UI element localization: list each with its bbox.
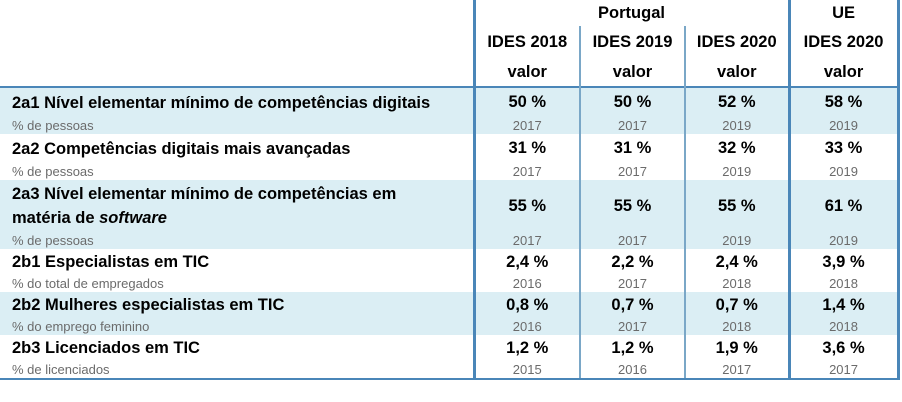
row-year: 2019: [787, 163, 900, 180]
row-year: 2016: [579, 361, 685, 380]
table-row-sub: % do emprego feminino 2016 2017 2018 201…: [0, 318, 900, 335]
row-year: 2019: [683, 117, 790, 134]
table-row-sub: % de pessoas 2017 2017 2019 2019: [0, 117, 900, 134]
row-year: 2018: [683, 275, 790, 292]
row-value: 31 %: [472, 134, 580, 163]
header-col-4: IDES 2020: [787, 26, 900, 58]
row-label: 2a3 Nível elementar mínimo de competênci…: [0, 180, 474, 232]
row-label: 2a2 Competências digitais mais avançadas: [12, 139, 351, 158]
header-ue: UE: [787, 0, 900, 26]
row-label-line2-text: matéria de: [12, 209, 100, 227]
row-year: 2015: [472, 361, 580, 380]
row-value: 2,4 %: [472, 249, 580, 275]
row-value: 50 %: [472, 86, 580, 117]
row-label: 2b3 Licenciados em TIC: [12, 339, 200, 357]
row-value: 55 %: [579, 180, 685, 232]
row-year: 2017: [683, 361, 790, 380]
header-row-edition: IDES 2018 IDES 2019 IDES 2020 IDES 2020: [0, 26, 900, 58]
row-unit: % do total de empregados: [12, 276, 164, 291]
row-label-line2: matéria de software: [12, 206, 473, 230]
header-valor-2: valor: [579, 58, 685, 87]
row-year: 2016: [472, 318, 580, 335]
row-year: 2018: [787, 318, 900, 335]
row-label: 2a1 Nível elementar mínimo de competênci…: [0, 86, 474, 117]
row-value: 3,9 %: [787, 249, 900, 275]
row-unit: % de pessoas: [0, 117, 474, 134]
row-year: 2017: [472, 232, 580, 249]
table-row-sub: % de licenciados 2015 2016 2017 2017: [0, 361, 900, 380]
table-row: 2a1 Nível elementar mínimo de competênci…: [0, 86, 900, 117]
row-year: 2019: [683, 163, 790, 180]
row-year: 2017: [579, 163, 685, 180]
table-row: 2a3 Nível elementar mínimo de competênci…: [0, 180, 900, 232]
header-row-valor: valor valor valor valor: [0, 58, 900, 87]
header-portugal: Portugal: [472, 0, 790, 26]
table-row: 2b1 Especialistas em TIC 2,4 % 2,2 % 2,4…: [0, 249, 900, 275]
row-value: 2,2 %: [579, 249, 685, 275]
table-row-sub: % do total de empregados 2016 2017 2018 …: [0, 275, 900, 292]
table-row: 2b3 Licenciados em TIC 1,2 % 1,2 % 1,9 %…: [0, 335, 900, 361]
indicator-table: Portugal UE IDES 2018 IDES 2019 IDES 202…: [0, 0, 900, 380]
row-value: 55 %: [472, 180, 580, 232]
header-col-2: IDES 2019: [579, 26, 685, 58]
row-value: 58 %: [787, 86, 900, 117]
header-valor-3: valor: [683, 58, 790, 87]
row-label-line1: 2a3 Nível elementar mínimo de competênci…: [12, 185, 397, 203]
row-value: 0,7 %: [579, 292, 685, 318]
table-row: 2b2 Mulheres especialistas em TIC 0,8 % …: [0, 292, 900, 318]
row-unit: % de pessoas: [0, 232, 474, 249]
row-value: 61 %: [787, 180, 900, 232]
row-year: 2017: [579, 275, 685, 292]
table-row-sub: % de pessoas 2017 2017 2019 2019: [0, 163, 900, 180]
row-value: 2,4 %: [683, 249, 790, 275]
row-year: 2017: [579, 318, 685, 335]
row-value: 1,2 %: [472, 335, 580, 361]
row-label: 2b1 Especialistas em TIC: [12, 253, 210, 271]
row-value: 3,6 %: [787, 335, 900, 361]
row-year: 2019: [787, 232, 900, 249]
row-value: 1,4 %: [787, 292, 900, 318]
row-unit: % do emprego feminino: [0, 318, 474, 335]
header-valor-4: valor: [787, 58, 900, 87]
row-year: 2018: [683, 318, 790, 335]
row-value: 0,8 %: [472, 292, 580, 318]
row-value: 1,2 %: [579, 335, 685, 361]
row-value: 33 %: [787, 134, 900, 163]
row-unit: % de pessoas: [12, 164, 94, 179]
row-label: 2b2 Mulheres especialistas em TIC: [0, 292, 474, 318]
table-row: 2a2 Competências digitais mais avançadas…: [0, 134, 900, 163]
row-year: 2018: [787, 275, 900, 292]
row-year: 2017: [579, 232, 685, 249]
row-label-emphasis: software: [99, 209, 167, 227]
row-value: 0,7 %: [683, 292, 790, 318]
row-value: 55 %: [683, 180, 790, 232]
row-value: 1,9 %: [683, 335, 790, 361]
row-year: 2019: [787, 117, 900, 134]
row-unit: % de licenciados: [0, 361, 474, 380]
row-year: 2016: [472, 275, 580, 292]
row-value: 52 %: [683, 86, 790, 117]
row-year: 2017: [472, 117, 580, 134]
row-value: 50 %: [579, 86, 685, 117]
row-value: 32 %: [683, 134, 790, 163]
row-year: 2019: [683, 232, 790, 249]
row-year: 2017: [472, 163, 580, 180]
row-year: 2017: [579, 117, 685, 134]
header-row-region: Portugal UE: [0, 0, 900, 26]
header-valor-1: valor: [472, 58, 580, 87]
table-row-sub: % de pessoas 2017 2017 2019 2019: [0, 232, 900, 249]
row-year: 2017: [787, 361, 900, 380]
header-col-1: IDES 2018: [472, 26, 580, 58]
row-value: 31 %: [579, 134, 685, 163]
header-col-3: IDES 2020: [683, 26, 790, 58]
